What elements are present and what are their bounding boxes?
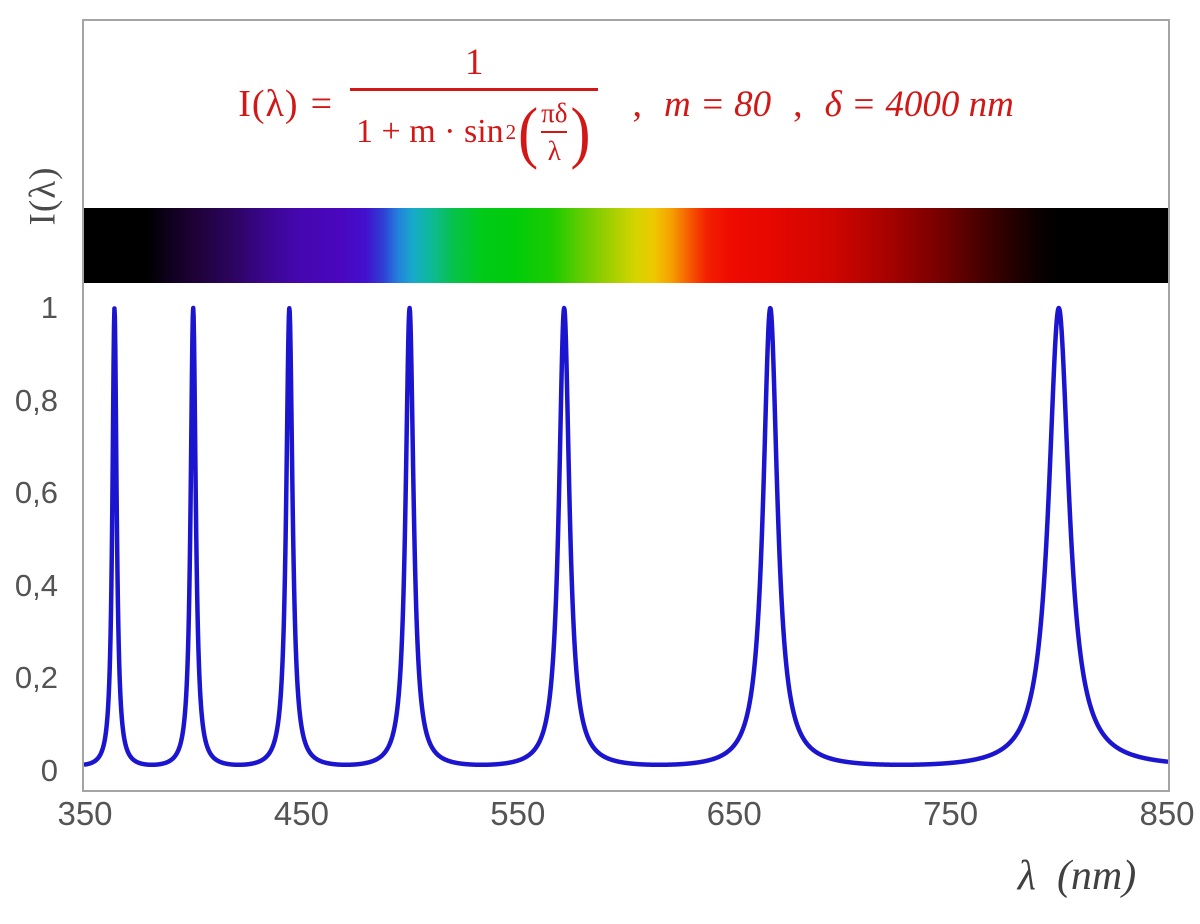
x-tick-label: 450 [273,795,329,832]
formula-denominator: 1 + m · sin 2 ( πδ λ ) [350,94,598,170]
close-paren: ) [570,94,591,170]
fraction-bar [350,87,599,91]
y-tick-label: 1 [40,290,58,325]
open-paren: ( [518,94,539,170]
formula-fraction: 1 1 + m · sin 2 ( πδ λ ) [350,41,599,170]
inner-fraction-bar [541,130,568,133]
intensity-curve [84,305,1168,768]
formula-equals: = [310,83,333,125]
formula-annotation: I(λ) = 1 1 + m · sin 2 ( πδ λ ) , m = 80 … [84,24,1168,184]
param-delta: δ = 4000 nm [824,83,1014,125]
spectrum-bar [84,208,1168,283]
y-tick-label: 0,4 [14,567,58,603]
comma-separator: , [632,83,642,125]
x-tick-label: 650 [706,795,762,832]
plot-frame [82,19,1170,792]
sin-exponent: 2 [505,119,517,144]
y-tick-label: 0,6 [14,475,58,510]
inner-numerator: πδ [541,97,568,128]
denominator-text: 1 + m · sin [356,113,504,150]
x-tick-label: 350 [57,795,113,832]
y-tick-label: 0,8 [14,382,58,418]
x-tick-label: 850 [1139,795,1195,832]
formula-numerator: 1 [464,41,484,83]
param-m: m = 80 [663,83,772,125]
y-axis-title: I(λ) [22,166,64,226]
intensity-plot [84,305,1168,768]
inner-denominator: λ [547,135,561,166]
y-tick-label: 0 [40,752,58,788]
inner-fraction: πδ λ [541,97,568,166]
x-tick-label: 750 [923,795,979,832]
formula-lhs: I(λ) [238,83,299,125]
x-tick-label: 550 [490,795,546,832]
x-axis-title: λ (nm) [1017,853,1137,899]
comma-separator: , [793,83,803,125]
y-tick-label: 0,2 [14,660,58,695]
